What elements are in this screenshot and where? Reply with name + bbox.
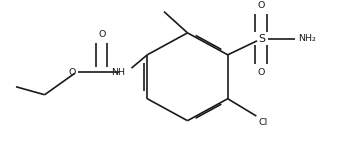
Text: S: S [258,34,265,44]
Text: NH: NH [112,68,125,77]
Text: NH₂: NH₂ [298,34,316,43]
Text: O: O [68,68,76,77]
Text: Cl: Cl [258,118,267,127]
Text: O: O [258,68,265,77]
Text: O: O [258,1,265,10]
Text: O: O [98,30,105,39]
